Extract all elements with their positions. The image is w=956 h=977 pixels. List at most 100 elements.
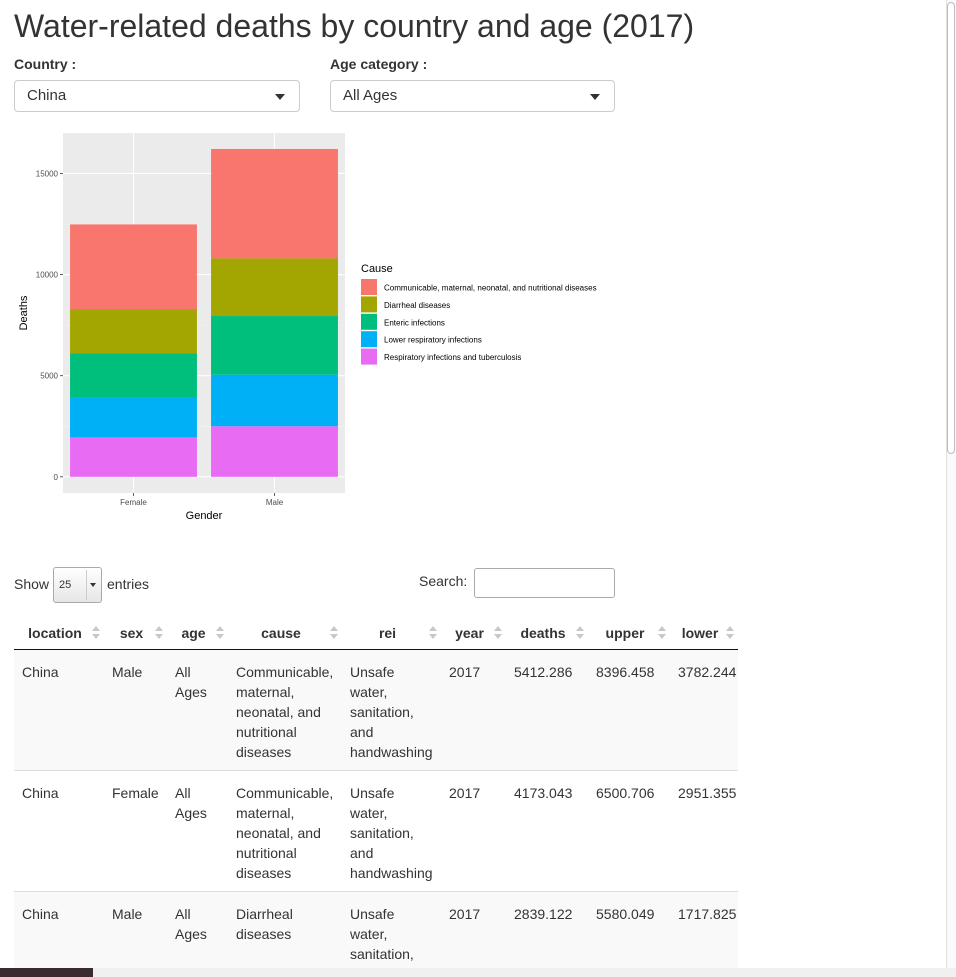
page-length-value: 25 xyxy=(59,579,72,591)
table-cell-age: All Ages xyxy=(167,649,228,771)
column-header-label: upper xyxy=(605,624,645,641)
caret-down-icon xyxy=(90,583,96,587)
table-cell-age: All Ages xyxy=(167,770,228,892)
table-cell-cause: Communicable, maternal, neonatal, and nu… xyxy=(228,649,342,771)
sort-icon xyxy=(658,626,666,640)
data-table: location sex age cause rei year deaths upper low… xyxy=(14,616,738,968)
sort-icon xyxy=(216,626,224,640)
age-select[interactable]: All Ages xyxy=(330,80,615,112)
y-axis-label: Deaths xyxy=(18,295,30,330)
table-cell-sex: Male xyxy=(104,649,167,771)
caret-down-icon xyxy=(590,94,600,100)
table-body: China Male All Ages Communicable, maternal,… xyxy=(14,649,738,968)
bar-segment xyxy=(211,316,338,375)
page-title: Water-related deaths by country and age … xyxy=(14,8,695,44)
column-header-deaths[interactable]: deaths xyxy=(506,616,588,650)
bar-segment xyxy=(70,437,197,477)
bar-segment xyxy=(70,353,197,398)
legend-key xyxy=(361,296,377,313)
x-axis: Female Male xyxy=(120,493,284,507)
bar-segment xyxy=(70,224,197,309)
legend-key xyxy=(361,313,377,330)
column-header-sex[interactable]: sex xyxy=(104,616,167,650)
table-cell-age: All Ages xyxy=(167,891,228,968)
legend-label: Communicable, maternal, neonatal, and nu… xyxy=(384,284,597,293)
table-cell-rei: Unsafe water, sanitation, and handwashin… xyxy=(342,891,441,968)
column-header-location[interactable]: location xyxy=(14,616,104,650)
table-row: China Male All Ages Diarrheal diseases Unsaf… xyxy=(14,891,738,968)
column-header-year[interactable]: year xyxy=(441,616,506,650)
sort-icon xyxy=(92,626,100,640)
legend-title: Cause xyxy=(361,263,393,275)
sort-icon xyxy=(155,626,163,640)
column-header-cause[interactable]: cause xyxy=(228,616,342,650)
sort-icon xyxy=(576,626,584,640)
legend-label: Lower respiratory infections xyxy=(384,336,482,345)
column-header-label: deaths xyxy=(520,624,566,641)
legend-label: Diarrheal diseases xyxy=(384,301,450,310)
scrollbar-thumb[interactable] xyxy=(947,2,955,454)
country-select-value: China xyxy=(27,87,67,104)
table-cell-cause: Diarrheal diseases xyxy=(228,891,342,968)
page-length-select[interactable]: 25 xyxy=(53,567,102,603)
column-header-age[interactable]: age xyxy=(167,616,228,650)
x-axis-label: Gender xyxy=(186,510,223,522)
country-select[interactable]: China xyxy=(14,80,300,112)
legend: Cause Communicable, maternal, neonatal, … xyxy=(361,263,597,365)
column-header-label: sex xyxy=(119,624,144,641)
table-cell-rei: Unsafe water, sanitation, and handwashin… xyxy=(342,649,441,771)
show-label: Show xyxy=(14,576,50,592)
column-header-label: year xyxy=(455,624,484,641)
column-header-lower[interactable]: lower xyxy=(670,616,738,650)
bar-segment xyxy=(211,148,338,259)
column-header-rei[interactable]: rei xyxy=(342,616,441,650)
stacked-bar-chart: 0 5000 10000 15000 Female Male Deaths Gender… xyxy=(18,133,597,522)
legend-label: Enteric infections xyxy=(384,318,445,327)
table-cell-deaths: 4173.043 xyxy=(506,770,588,892)
legend-key xyxy=(361,331,377,348)
table-cell-location: China xyxy=(14,770,104,892)
table-cell-year: 2017 xyxy=(441,770,506,892)
bar-segment xyxy=(70,308,197,354)
bar-segment xyxy=(211,258,338,317)
table-cell-deaths: 5412.286 xyxy=(506,649,588,771)
y-tick-label: 5000 xyxy=(40,372,58,381)
x-tick-label: Female xyxy=(120,498,147,507)
column-header-upper[interactable]: upper xyxy=(588,616,670,650)
y-tick-label: 10000 xyxy=(36,271,59,280)
country-label: Country : xyxy=(14,56,77,72)
x-tick-label: Male xyxy=(266,498,284,507)
taskbar-fragment xyxy=(0,968,93,977)
horizontal-scrollbar[interactable] xyxy=(0,968,956,977)
legend-key xyxy=(361,348,377,365)
table-cell-year: 2017 xyxy=(441,891,506,968)
table-cell-upper: 5580.049 xyxy=(588,891,670,968)
table-header-row: location sex age cause rei year deaths upper low… xyxy=(14,616,738,650)
vertical-scrollbar[interactable] xyxy=(946,0,956,968)
search-input[interactable] xyxy=(474,568,615,598)
column-header-label: age xyxy=(181,624,206,641)
age-label: Age category : xyxy=(330,56,428,72)
table-cell-location: China xyxy=(14,891,104,968)
column-header-label: cause xyxy=(261,624,301,641)
table-cell-rei: Unsafe water, sanitation, and handwashin… xyxy=(342,770,441,892)
sort-icon xyxy=(330,626,338,640)
table-cell-sex: Male xyxy=(104,891,167,968)
column-header-label: rei xyxy=(378,624,397,641)
legend-key xyxy=(361,279,377,295)
y-tick-label: 15000 xyxy=(36,169,59,178)
column-header-label: lower xyxy=(681,624,719,641)
table-row: China Male All Ages Communicable, maternal,… xyxy=(14,649,738,771)
sort-icon xyxy=(429,626,437,640)
bars xyxy=(70,148,338,477)
table-cell-location: China xyxy=(14,649,104,771)
bar-segment xyxy=(70,397,197,438)
table-cell-lower: 1717.825 xyxy=(670,891,738,968)
caret-down-icon xyxy=(275,94,285,100)
y-tick-label: 0 xyxy=(54,473,59,482)
table-cell-lower: 3782.244 xyxy=(670,649,738,771)
bar-segment xyxy=(211,374,338,427)
search-label: Search: xyxy=(419,573,468,589)
sort-icon xyxy=(494,626,502,640)
